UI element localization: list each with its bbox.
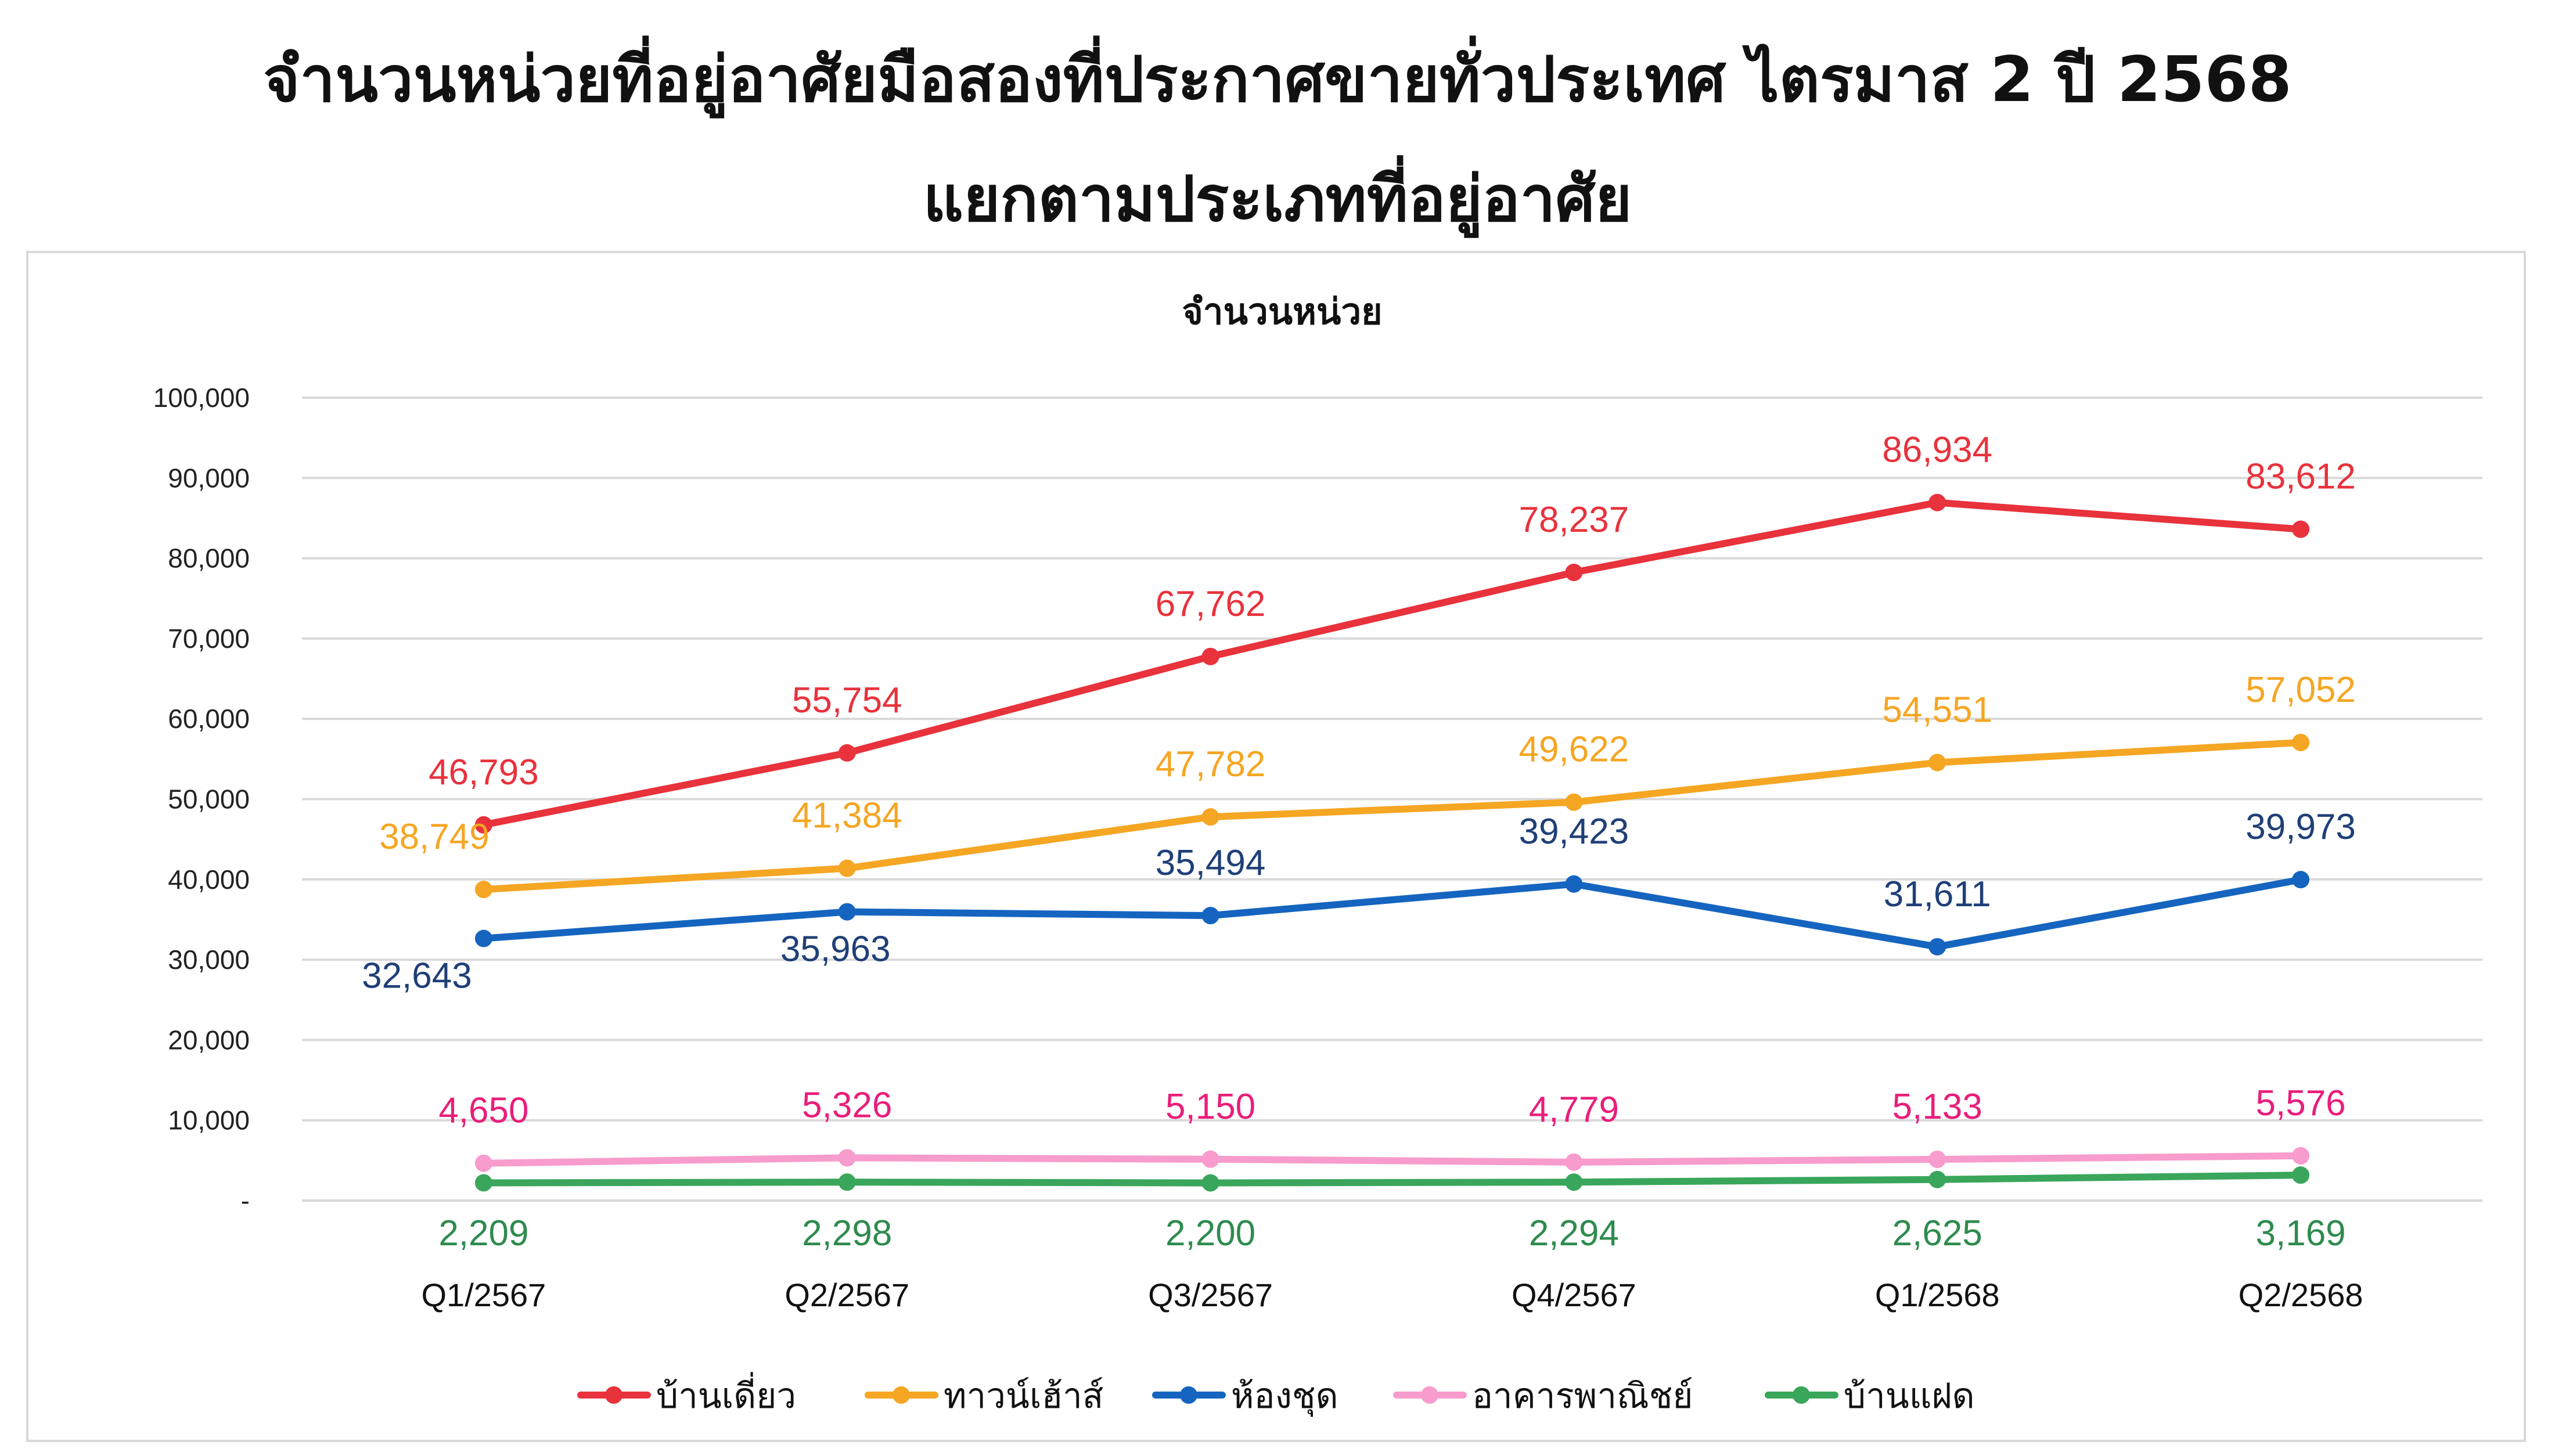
data-point: [2292, 520, 2310, 538]
data-label: 55,754: [792, 680, 902, 720]
data-label: 5,576: [2256, 1083, 2346, 1123]
data-point: [838, 744, 856, 762]
y-tick-label: 60,000: [168, 704, 250, 734]
data-label: 2,298: [802, 1213, 892, 1253]
y-tick-label: 90,000: [168, 463, 250, 493]
data-label: 32,643: [362, 956, 472, 996]
data-point: [1928, 1170, 1946, 1188]
page-title-line-1: จำนวนหน่วยที่อยู่อาศัยมือสองที่ประกาศขาย…: [263, 44, 2292, 116]
series-line: [480, 1152, 2305, 1167]
chart-frame: [26, 251, 2526, 1442]
data-label: 2,294: [1529, 1213, 1619, 1253]
data-point: [1565, 1153, 1583, 1171]
data-label: 4,779: [1529, 1090, 1619, 1130]
data-point: [1201, 808, 1219, 826]
data-point: [2292, 871, 2310, 889]
data-point: [838, 1173, 856, 1191]
y-tick-label: 20,000: [168, 1025, 250, 1055]
data-label: 41,384: [792, 796, 902, 836]
y-tick-label: 70,000: [168, 624, 250, 654]
data-label: 2,200: [1165, 1213, 1255, 1253]
data-label: 31,611: [1884, 874, 1991, 914]
data-label: 39,973: [2245, 807, 2356, 847]
data-label: 39,423: [1519, 812, 1629, 852]
data-label: 54,551: [1882, 690, 1992, 730]
legend-swatch-marker: [605, 1386, 622, 1404]
data-label: 38,749: [379, 817, 490, 857]
data-label: 35,963: [780, 929, 891, 970]
legend-swatch-marker: [1421, 1386, 1438, 1404]
data-label: 46,793: [429, 752, 539, 792]
data-label: 5,150: [1165, 1087, 1255, 1127]
data-label: 5,326: [802, 1085, 892, 1125]
data-point: [474, 929, 492, 947]
data-point: [838, 903, 856, 921]
data-point: [1565, 563, 1583, 581]
data-label: 2,209: [438, 1213, 528, 1253]
x-tick-label: Q2/2568: [2239, 1277, 2363, 1313]
data-point: [1565, 1173, 1583, 1191]
data-label: 5,133: [1892, 1087, 1982, 1127]
y-tick-label: 100,000: [153, 383, 250, 413]
y-tick-label: 10,000: [168, 1105, 250, 1136]
data-point: [1201, 1174, 1219, 1192]
series-line: [480, 1172, 2305, 1187]
data-point: [838, 1149, 856, 1167]
y-tick-label: 40,000: [168, 864, 250, 895]
legend-label: บ้านแฝด: [1844, 1376, 1975, 1415]
legend-label: อาคารพาณิชย์: [1472, 1376, 1693, 1415]
data-point: [474, 816, 492, 834]
data-point: [474, 1174, 492, 1192]
y-tick-label: 80,000: [168, 543, 250, 574]
data-point: [1928, 938, 1946, 956]
data-point: [474, 1154, 492, 1172]
data-label: 67,762: [1156, 584, 1266, 624]
data-point: [838, 859, 856, 877]
data-label: 57,052: [2245, 670, 2356, 710]
page-title-line-2: แยกตามประเภทที่อยู่อาศัย: [923, 163, 1632, 236]
data-point: [1201, 647, 1219, 665]
data-point: [474, 881, 492, 899]
legend-label: บ้านเดี่ยว: [656, 1372, 796, 1415]
x-tick-label: Q2/2567: [785, 1277, 909, 1313]
series-line: [480, 738, 2305, 893]
data-label: 86,934: [1882, 430, 1992, 470]
legend-swatch-marker: [893, 1386, 910, 1404]
data-point: [1565, 793, 1583, 811]
data-point: [1928, 1151, 1946, 1169]
x-tick-label: Q1/2567: [421, 1277, 546, 1313]
y-tick-label: 30,000: [168, 945, 250, 975]
data-label: 3,169: [2256, 1213, 2346, 1253]
data-point: [2292, 1147, 2310, 1165]
data-label: 78,237: [1519, 500, 1629, 540]
y-tick-label: -: [241, 1185, 250, 1216]
data-label: 49,622: [1519, 730, 1629, 770]
data-point: [2292, 1166, 2310, 1184]
data-label: 83,612: [2245, 457, 2356, 497]
data-point: [1565, 875, 1583, 893]
data-point: [1201, 907, 1219, 925]
data-point: [1928, 754, 1946, 772]
data-label: 35,494: [1156, 843, 1266, 883]
data-label: 2,625: [1892, 1213, 1982, 1253]
data-point: [1928, 493, 1946, 511]
chart-title: จำนวนหน่วย: [1182, 292, 1382, 332]
x-tick-label: Q3/2567: [1148, 1277, 1273, 1313]
series-line: [480, 876, 2305, 950]
legend-label: ห้องชุด: [1231, 1376, 1338, 1417]
legend-label: ทาวน์เฮ้าส์: [944, 1376, 1103, 1415]
data-label: 47,782: [1156, 744, 1266, 784]
x-tick-label: Q1/2568: [1875, 1277, 2000, 1313]
legend-swatch-marker: [1793, 1386, 1810, 1404]
data-point: [2292, 733, 2310, 751]
data-label: 4,650: [438, 1091, 528, 1131]
legend-swatch-marker: [1180, 1386, 1197, 1404]
series-line: [480, 499, 2305, 828]
data-point: [1201, 1150, 1219, 1168]
y-tick-label: 50,000: [168, 784, 250, 815]
x-tick-label: Q4/2567: [1512, 1277, 1636, 1313]
